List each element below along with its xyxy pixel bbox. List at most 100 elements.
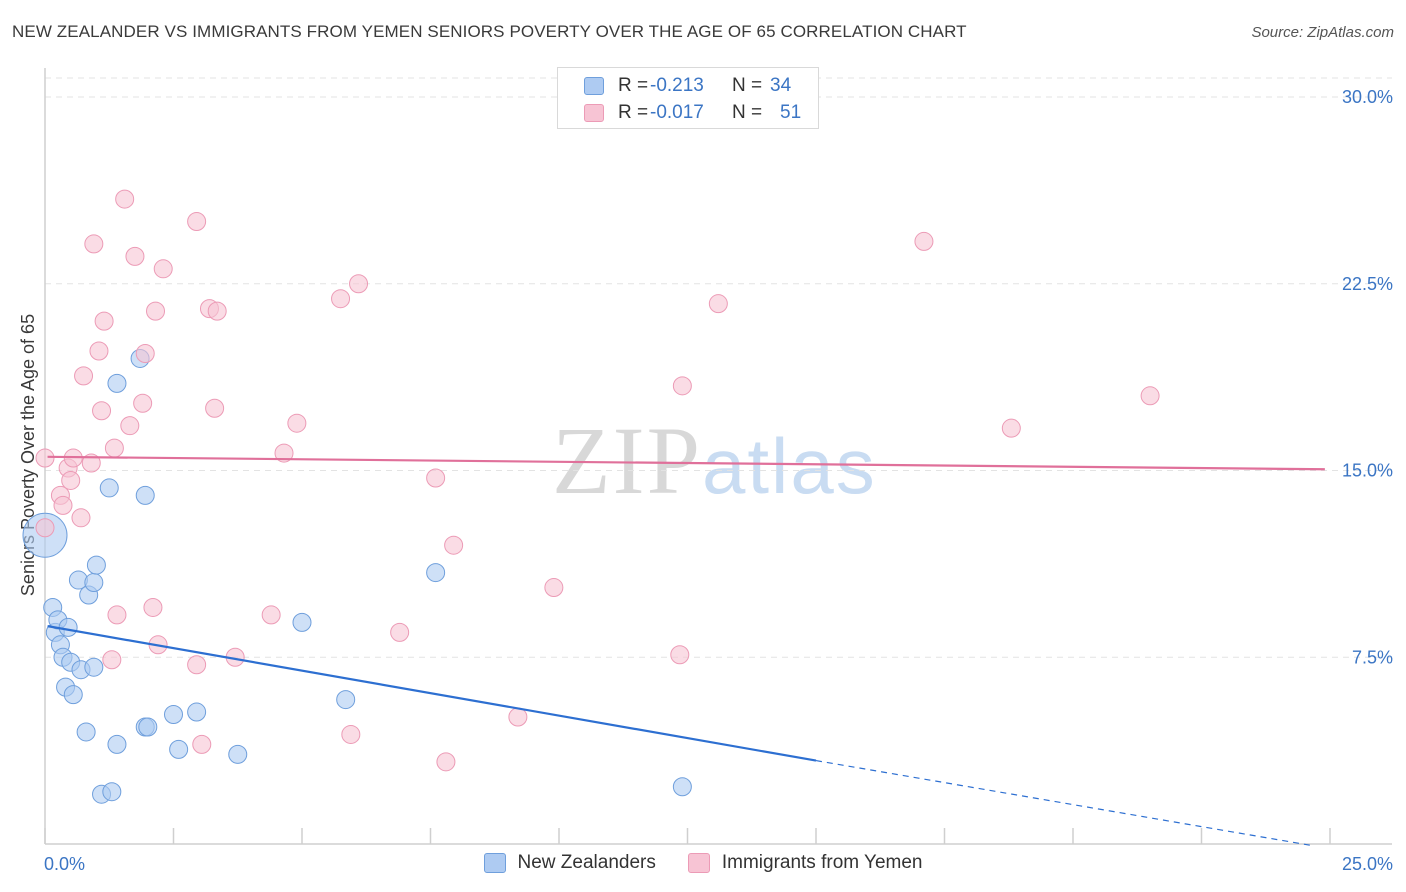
y-tick-label: 30.0%	[1342, 87, 1393, 107]
y-tick-label: 22.5%	[1342, 274, 1393, 294]
point-new-zealander	[99, 478, 119, 498]
point-new-zealander	[336, 690, 356, 710]
point-new-zealander	[86, 555, 106, 575]
legend-label: Immigrants from Yemen	[721, 852, 923, 873]
point-yemen-immigrant	[205, 398, 225, 418]
n-label: N =	[732, 75, 763, 96]
legend-swatch-pink	[687, 853, 710, 873]
point-new-zealander	[672, 777, 692, 797]
x-tick-label: 25.0%	[1342, 854, 1393, 874]
point-yemen-immigrant	[672, 376, 692, 396]
point-yemen-immigrant	[153, 259, 173, 279]
point-yemen-immigrant	[708, 294, 728, 314]
point-yemen-immigrant	[146, 301, 166, 321]
point-new-zealander	[84, 573, 104, 593]
point-yemen-immigrant	[94, 311, 114, 331]
point-new-zealander	[164, 705, 183, 725]
point-yemen-immigrant	[261, 605, 281, 625]
point-new-zealander	[102, 782, 122, 802]
r-value: -0.213	[650, 75, 704, 96]
point-new-zealander	[292, 612, 312, 632]
legend-label: New Zealanders	[517, 852, 656, 873]
point-new-zealander	[138, 717, 158, 737]
point-yemen-immigrant	[35, 448, 55, 468]
point-yemen-immigrant	[508, 707, 528, 727]
point-yemen-immigrant	[914, 231, 934, 251]
point-yemen-immigrant	[115, 189, 135, 209]
point-new-zealander	[169, 739, 189, 759]
point-yemen-immigrant	[92, 401, 112, 421]
point-yemen-immigrant	[444, 535, 464, 555]
legend-item-new-zealanders[interactable]: New Zealanders	[483, 852, 656, 874]
point-yemen-immigrant	[670, 645, 690, 665]
legend-row-immigrants-yemen: R = -0.017 N = 51	[584, 100, 801, 126]
source-label: Source: ZipAtlas.com	[1251, 24, 1394, 41]
point-yemen-immigrant	[53, 495, 73, 515]
point-yemen-immigrant	[192, 734, 212, 754]
point-yemen-immigrant	[74, 366, 94, 386]
point-yemen-immigrant	[71, 508, 91, 528]
point-new-zealander	[426, 563, 446, 583]
point-yemen-immigrant	[89, 341, 109, 361]
r-label: R =	[618, 102, 649, 123]
point-yemen-immigrant	[1001, 418, 1021, 438]
point-yemen-immigrant	[207, 301, 227, 321]
point-new-zealander	[76, 722, 96, 742]
point-new-zealander	[187, 702, 207, 722]
legend-swatch-pink	[584, 104, 604, 122]
watermark: ZIPatlas	[552, 405, 877, 516]
point-yemen-immigrant	[35, 518, 55, 538]
point-yemen-immigrant	[187, 212, 207, 231]
point-yemen-immigrant	[1140, 386, 1160, 406]
point-yemen-immigrant	[120, 416, 140, 436]
correlation-legend: R = -0.213 N = 34 R = -0.017 N = 51	[557, 67, 819, 129]
point-yemen-immigrant	[287, 413, 307, 433]
watermark-zip: ZIP	[552, 407, 702, 514]
point-yemen-immigrant	[187, 655, 207, 675]
x-tick-label: 0.0%	[44, 854, 85, 874]
trendline-yemen-immigrants	[47, 455, 1325, 471]
series-legend: New Zealanders Immigrants from Yemen	[0, 852, 1406, 874]
r-label: R =	[618, 75, 649, 96]
legend-item-immigrants-yemen[interactable]: Immigrants from Yemen	[687, 852, 923, 874]
chart-title: NEW ZEALANDER VS IMMIGRANTS FROM YEMEN S…	[12, 22, 967, 41]
legend-swatch-blue	[483, 853, 506, 873]
trendline-new-zealanders	[47, 625, 817, 762]
point-yemen-immigrant	[331, 289, 351, 309]
legend-swatch-blue	[584, 77, 604, 95]
point-new-zealander	[84, 657, 104, 677]
n-value: 34	[770, 75, 792, 96]
point-yemen-immigrant	[84, 234, 104, 254]
point-new-zealander	[228, 744, 248, 764]
y-tick-label: 7.5%	[1352, 647, 1393, 667]
point-new-zealander	[63, 685, 83, 705]
point-yemen-immigrant	[341, 724, 361, 744]
point-new-zealander	[135, 485, 155, 505]
legend-row-new-zealanders: R = -0.213 N = 34	[584, 73, 791, 99]
point-new-zealander	[107, 734, 127, 754]
point-yemen-immigrant	[349, 274, 369, 294]
r-value: -0.017	[650, 102, 704, 123]
y-tick-label: 15.0%	[1342, 461, 1393, 481]
n-value: 51	[780, 102, 802, 123]
point-yemen-immigrant	[102, 650, 122, 670]
point-yemen-immigrant	[544, 578, 564, 598]
point-yemen-immigrant	[81, 453, 101, 473]
point-yemen-immigrant	[274, 443, 294, 463]
point-yemen-immigrant	[133, 393, 153, 413]
point-new-zealander	[58, 617, 78, 637]
point-yemen-immigrant	[143, 597, 163, 617]
point-yemen-immigrant	[61, 470, 81, 490]
n-label: N =	[732, 102, 763, 123]
point-yemen-immigrant	[426, 468, 446, 488]
point-yemen-immigrant	[125, 246, 145, 266]
point-yemen-immigrant	[390, 622, 410, 642]
point-yemen-immigrant	[104, 438, 124, 458]
point-yemen-immigrant	[107, 605, 127, 625]
point-yemen-immigrant	[436, 752, 456, 772]
point-new-zealander	[107, 373, 127, 393]
trendline-extension	[815, 759, 1315, 847]
watermark-atlas: atlas	[702, 422, 877, 510]
point-yemen-immigrant	[135, 343, 155, 363]
